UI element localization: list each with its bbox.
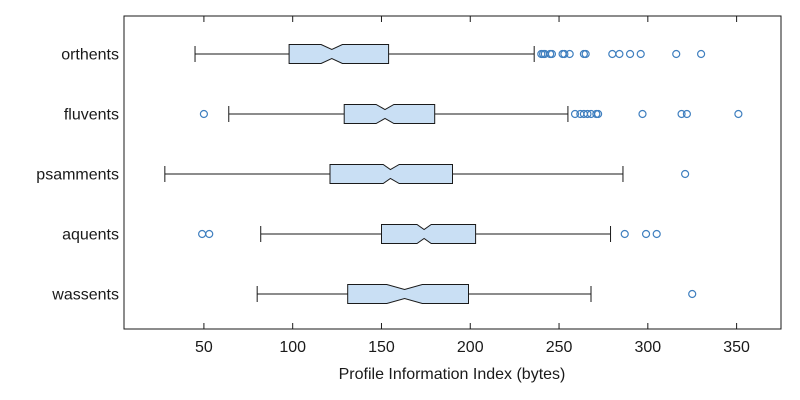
outlier-point [652, 229, 661, 239]
box-body [381, 224, 477, 244]
x-tick-label: 250 [546, 339, 573, 356]
outlier-point [681, 169, 690, 179]
outlier-point [638, 109, 647, 119]
outlier-point [636, 49, 645, 59]
box-group-orthents [194, 44, 706, 64]
category-label-aquents: aquents [62, 227, 119, 244]
box-group-aquents [198, 224, 661, 244]
category-label-fluvents: fluvents [64, 107, 119, 124]
box-series [164, 44, 743, 304]
x-tick-label: 50 [195, 339, 213, 356]
outlier-point [583, 109, 592, 119]
x-tick-label: 150 [368, 339, 395, 356]
box-body [329, 164, 453, 184]
category-label-wassents: wassents [51, 287, 119, 304]
category-label-orthents: orthents [61, 47, 119, 64]
box-body [343, 104, 436, 124]
outlier-point [620, 229, 629, 239]
x-tick-label: 100 [279, 339, 306, 356]
outlier-point [581, 49, 590, 59]
outlier-point [198, 229, 207, 239]
box-group-wassents [256, 284, 697, 304]
plot-frame [123, 15, 782, 330]
outlier-point [677, 109, 686, 119]
x-axis-title: Profile Information Index (bytes) [339, 366, 566, 383]
outlier-point [688, 289, 697, 299]
box-group-fluvents [199, 104, 743, 124]
category-label-psamments: psamments [36, 167, 119, 184]
box-group-psamments [164, 164, 690, 184]
outlier-point [547, 49, 557, 59]
outlier-point [205, 229, 214, 239]
box-body [288, 44, 390, 64]
box-body [347, 284, 469, 304]
outlier-point [641, 229, 651, 239]
category-labels: orthents fluvents psamments aquents wassents [36, 47, 119, 304]
outlier-point [560, 49, 569, 59]
x-tick-label: 300 [634, 339, 661, 356]
outlier-point [734, 109, 743, 119]
outlier-point [696, 49, 706, 59]
outlier-point [625, 49, 635, 59]
outlier-point [199, 109, 209, 119]
x-tick-label: 350 [723, 339, 750, 356]
outlier-point [565, 49, 574, 59]
outlier-point [672, 49, 681, 59]
x-tick-label: 200 [457, 339, 484, 356]
outlier-point [570, 109, 580, 119]
outlier-point [682, 109, 691, 119]
outlier-point [594, 109, 603, 119]
x-axis-ticks: 50 100 150 200 250 300 350 [195, 16, 750, 356]
outlier-point [608, 49, 617, 59]
outlier-point [615, 49, 624, 59]
